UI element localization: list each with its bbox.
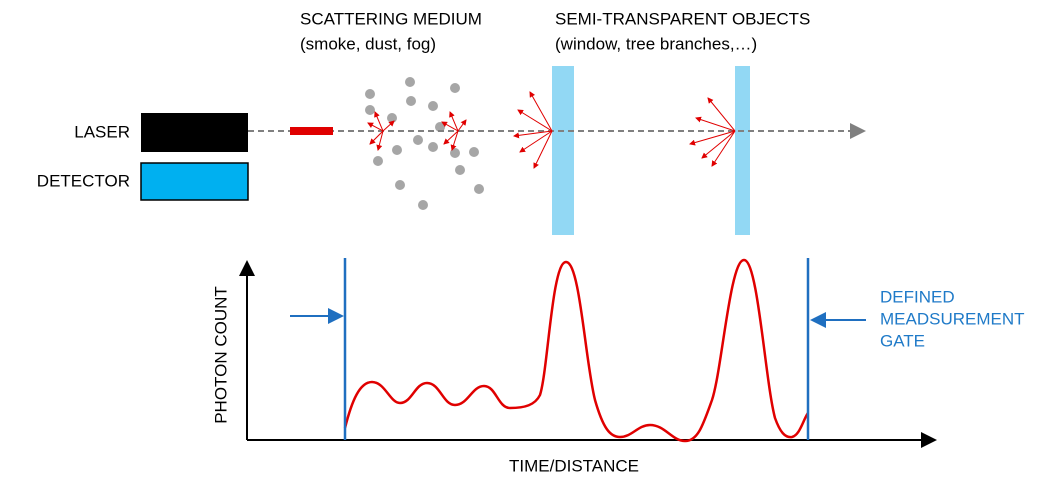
gate-label: DEFINED: [880, 287, 955, 306]
medium-examples: (smoke, dust, fog): [300, 34, 436, 53]
particles: [365, 77, 484, 210]
x-axis-label: TIME/DISTANCE: [509, 456, 639, 475]
detector-label: DETECTOR: [37, 171, 130, 190]
objects-title: SEMI-TRANSPARENT OBJECTS: [555, 9, 810, 28]
scatter-arrows: [367, 91, 736, 169]
y-axis-label: PHOTON COUNT: [211, 286, 230, 424]
medium-title: SCATTERING MEDIUM: [300, 9, 482, 28]
laser-box: [141, 113, 248, 152]
window-panel: [552, 66, 574, 235]
laser-label: LASER: [74, 122, 130, 141]
branch-panel: [735, 66, 750, 235]
signal-curve: [343, 258, 810, 443]
pulse: [290, 127, 333, 135]
gate-label: MEADSUREMENT: [880, 309, 1025, 328]
objects-examples: (window, tree branches,…): [555, 34, 757, 53]
gate-label: GATE: [880, 331, 925, 350]
detector-box: [140, 162, 249, 201]
